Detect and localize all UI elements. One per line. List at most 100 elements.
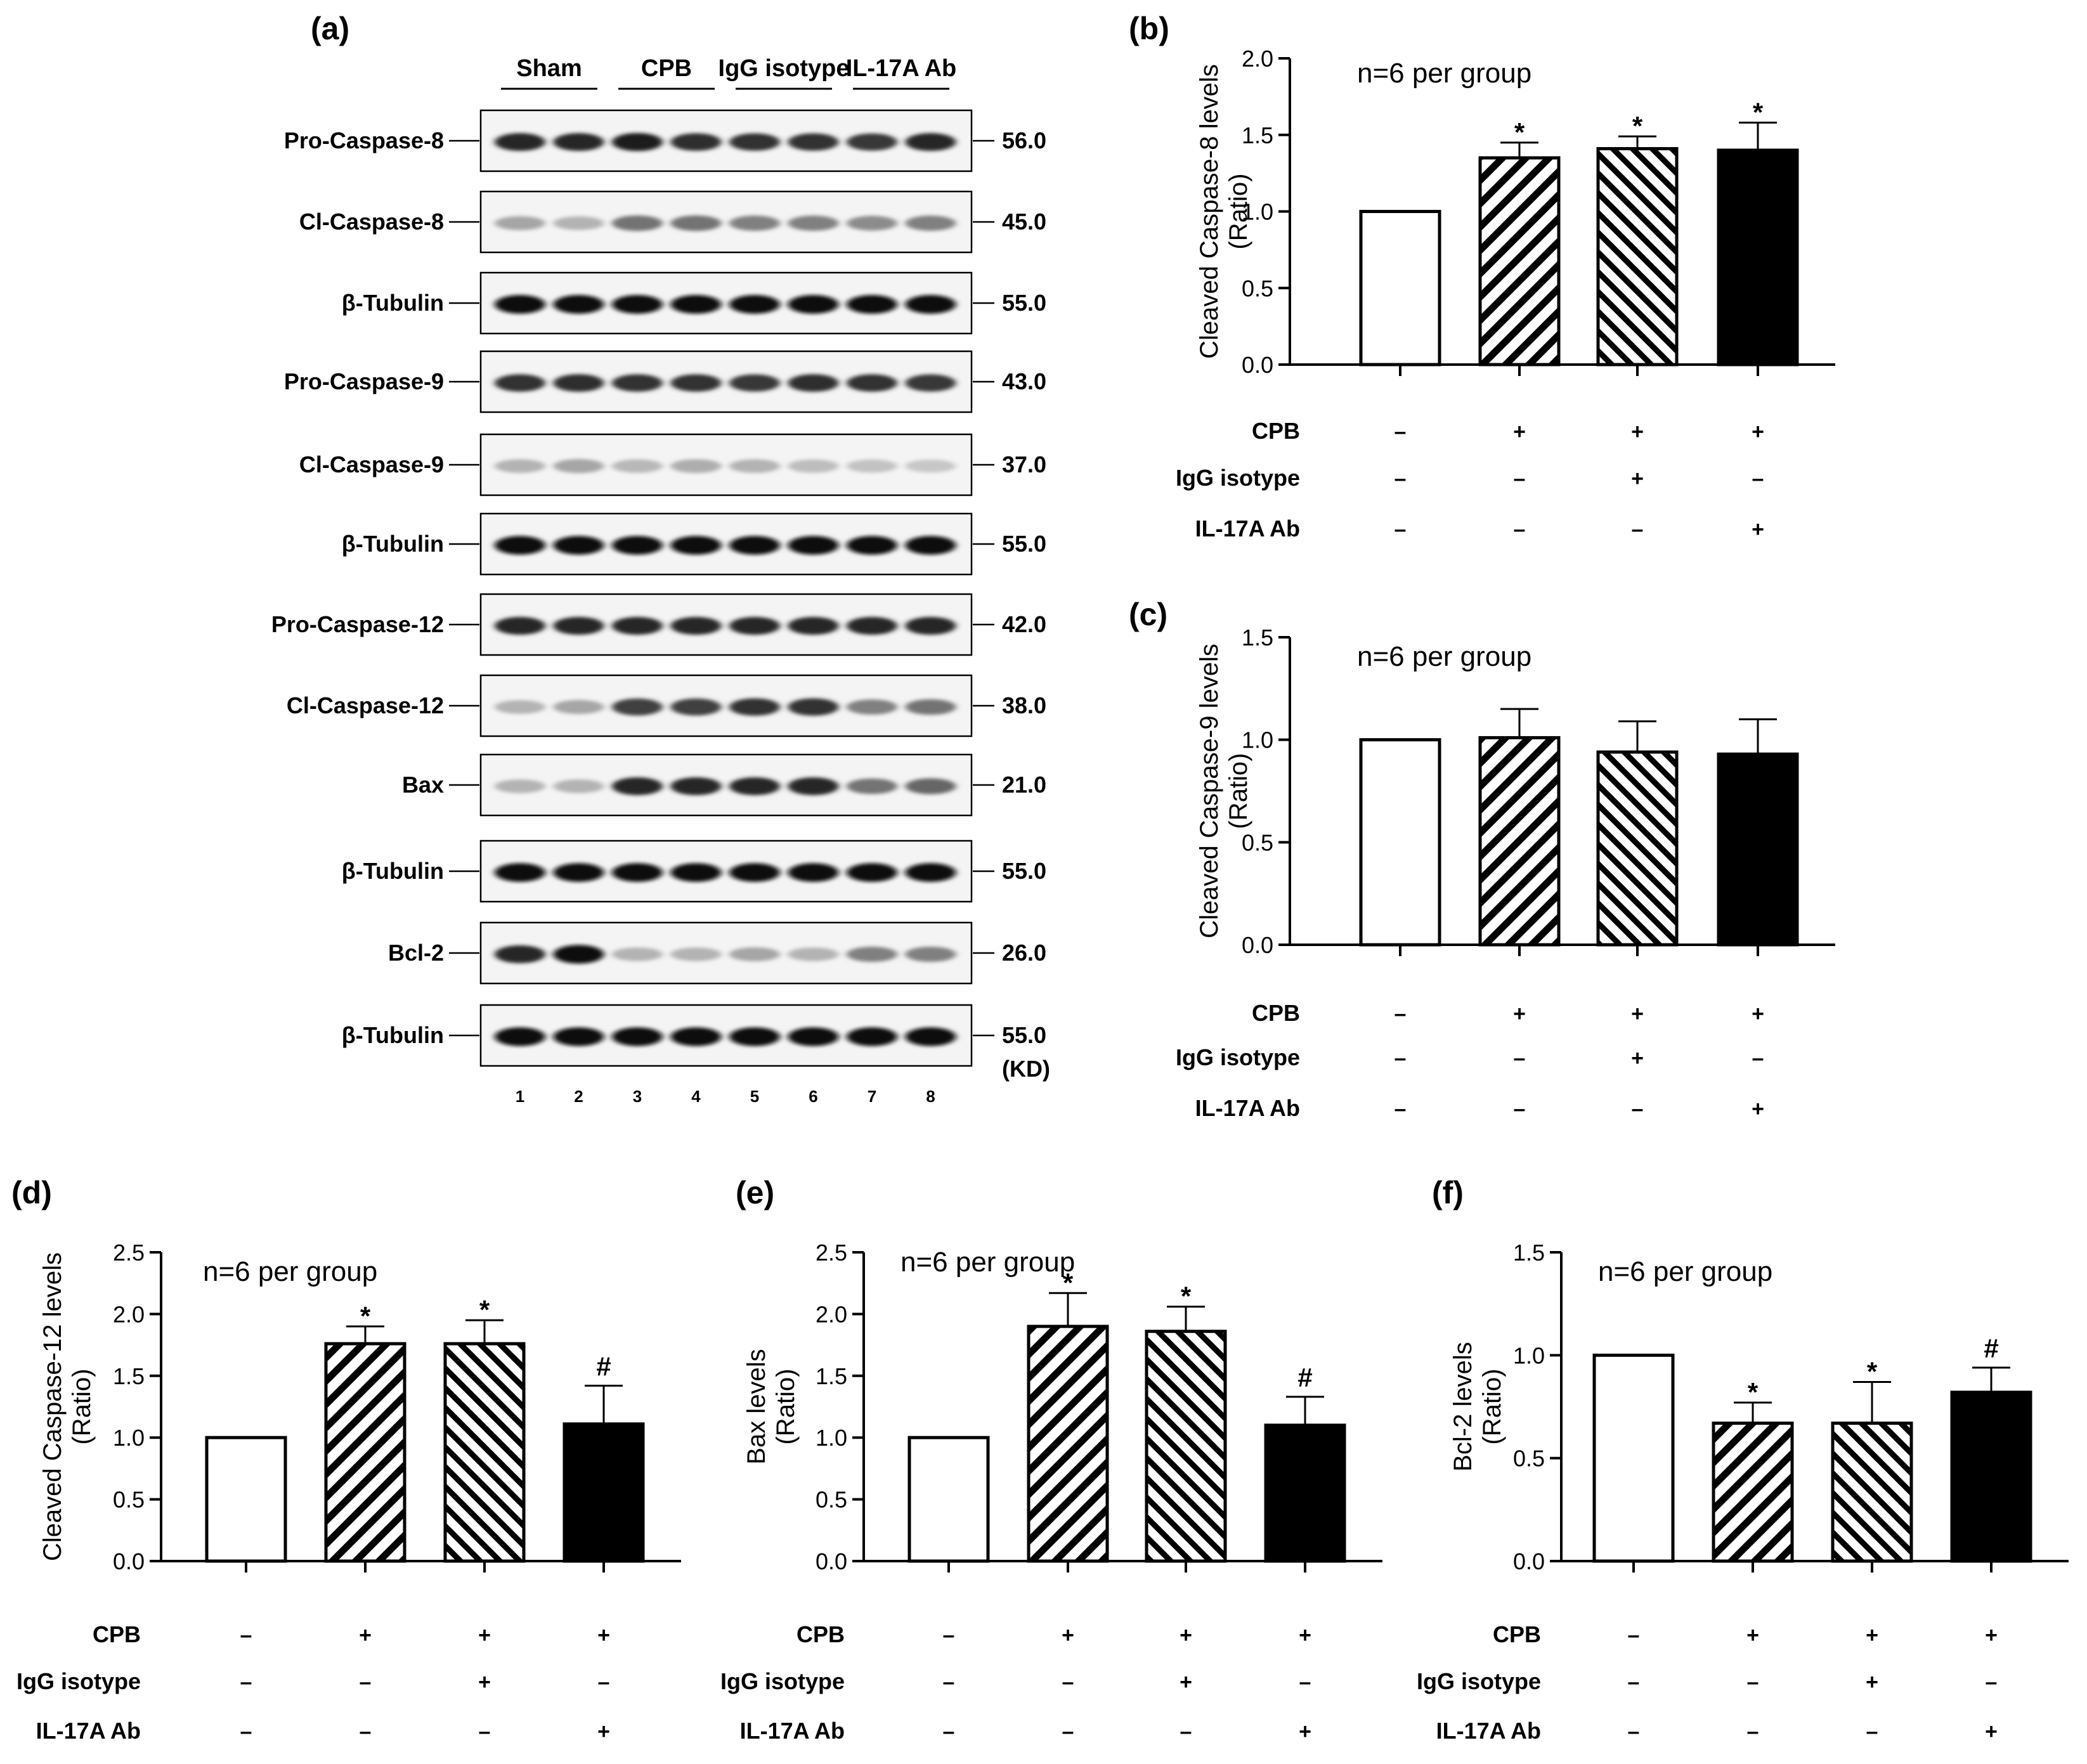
bar-2-0 [205,1436,287,1563]
condition-symbol-3-1-1: – [1062,1670,1074,1694]
blot-band [495,700,545,714]
condition-symbol-4-2-2: – [1866,1720,1878,1744]
condition-symbol-4-1-2: + [1866,1670,1878,1694]
y-tick-label-4-1: 0.5 [1513,1446,1545,1472]
blot-band [612,215,663,231]
condition-symbol-3-2-3: + [1299,1720,1311,1744]
blot-band [553,699,604,715]
y-axis-label-4: Bcl-2 levels [1449,1342,1477,1472]
bar-4-0 [1592,1353,1675,1563]
blot-mw-label-10: 26.0 [1002,940,1046,966]
condition-symbol-0-2-3: + [1752,517,1764,542]
significance-4-3: # [1984,1333,1998,1363]
significance-3-2: * [1181,1281,1192,1311]
condition-symbol-2-1-1: – [360,1670,372,1694]
y-axis-label-1: Cleaved Caspase-9 levels [1195,644,1223,938]
blot-band [788,947,839,961]
blot-band [847,863,897,882]
blot-band [612,616,663,635]
blot-row-label-7: Cl-Caspase-12 [287,692,444,718]
blot-band [788,216,839,231]
condition-symbol-1-1-1: – [1514,1046,1526,1070]
chart-2: (d) n=6 per group 0.0 0.5 1.0 1.5 2.0 2.5 Cleave… [11,1175,681,1744]
bar-1-3 [1717,752,1799,947]
y-tick-label-3-5: 2.5 [816,1240,847,1266]
condition-symbol-2-1-0: – [240,1670,252,1694]
significance-3-1: * [1063,1268,1074,1297]
blot-band [670,133,722,151]
bar-3-2 [1145,1330,1227,1563]
bar-4-1 [1712,1421,1794,1563]
blot-band [670,536,722,555]
blot-band [788,1027,839,1046]
condition-symbol-2-1-3: – [598,1670,610,1694]
blot-row-label-4: Cl-Caspase-9 [299,451,444,477]
bar-1-1 [1478,736,1561,947]
blot-band [495,216,545,231]
chart-1: (c) n=6 per group 0.0 0.5 1.0 1.5 Cleaved Casp… [1129,597,1835,1121]
blot-band [847,616,897,635]
blot-mw-label-2: 55.0 [1002,290,1046,316]
blot-band [729,863,780,882]
blot-row-label-10: Bcl-2 [388,940,444,966]
blot-band [729,947,780,962]
y-axis-unit-3: (Ratio) [772,1368,800,1444]
bar-charts: (b) n=6 per group 0.0 0.5 1.0 1.5 2.0 Cleaved C… [11,11,2069,1744]
blot-mw-label-5: 55.0 [1002,531,1046,557]
condition-label-3-0: CPB [796,1621,845,1647]
condition-symbol-3-0-1: + [1062,1623,1074,1647]
condition-symbol-2-1-2: + [478,1670,491,1694]
blot-band [553,374,604,392]
condition-symbol-0-2-2: – [1632,517,1644,542]
condition-symbol-3-1-0: – [943,1670,955,1694]
significance-3-3: # [1297,1363,1312,1392]
condition-label-2-0: CPB [93,1621,141,1647]
blot-band [788,698,839,716]
y-axis-label-0: Cleaved Caspase-8 levels [1195,64,1223,359]
panel-label-2: (d) [11,1175,52,1210]
condition-symbol-3-0-3: + [1299,1623,1311,1647]
bar-0-1 [1478,156,1561,366]
blot-band [905,1027,956,1046]
significance-2-1: * [360,1301,371,1331]
chart-4: (f) n=6 per group 0.0 0.5 1.0 1.5 Bcl-2 levels… [1417,1175,2069,1744]
condition-symbol-2-2-3: + [597,1720,610,1744]
condition-symbol-3-1-2: + [1180,1670,1192,1694]
blot-band [905,616,956,635]
blot-band [612,459,663,473]
condition-label-1-2: IL-17A Ab [1195,1095,1300,1121]
condition-symbol-2-0-1: + [359,1623,372,1647]
blot-band [905,778,956,794]
panel-label-a: (a) [311,11,349,46]
blot-mw-label-11: 55.0 [1002,1022,1046,1048]
blot-band [905,459,956,473]
blot-band [788,536,839,555]
condition-symbol-2-2-1: – [360,1720,372,1744]
blot-band [905,295,956,314]
bar-0-3 [1717,148,1799,366]
y-tick-label-2-3: 1.5 [113,1363,145,1389]
blot-band [553,863,604,882]
blot-band [495,616,545,635]
y-tick-label-0-2: 1.0 [1242,199,1273,225]
condition-label-0-1: IgG isotype [1176,465,1300,491]
blot-band [495,374,545,392]
group-label-0: Sham [516,55,582,82]
significance-4-2: * [1867,1357,1878,1387]
blot-band [847,699,897,715]
blot-band [670,616,722,635]
blot-band [729,133,780,151]
blot-band [670,459,722,473]
significance-4-1: * [1748,1377,1759,1407]
panel-label-4: (f) [1432,1175,1464,1210]
condition-label-1-0: CPB [1252,1000,1300,1026]
condition-symbol-0-1-3: – [1752,467,1764,491]
blot-row-label-9: β-Tubulin [342,858,444,884]
bar-0-2 [1596,146,1679,366]
condition-label-1-1: IgG isotype [1176,1044,1300,1070]
blot-band [612,863,663,882]
blot-band [553,536,604,555]
blot-mw-label-1: 45.0 [1002,209,1046,235]
blot-band [788,616,839,635]
group-label-2: IgG isotype [718,55,850,82]
